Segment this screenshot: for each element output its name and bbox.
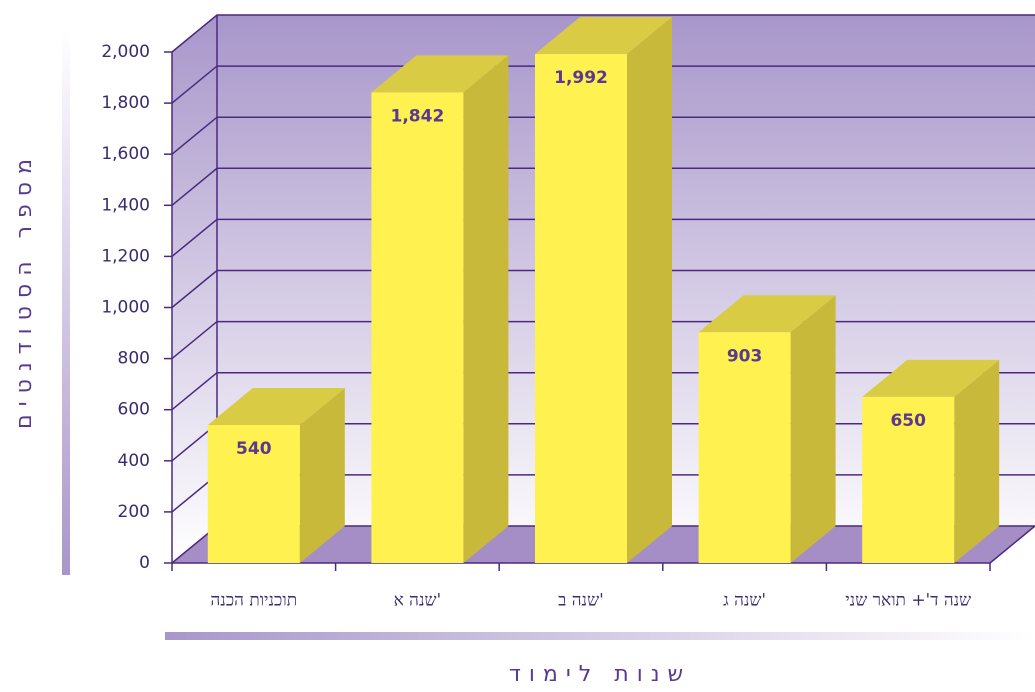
y-tick-label: 400 [118, 451, 150, 471]
y-tick-label: 800 [118, 349, 150, 369]
bar-side [954, 359, 1000, 563]
bar-top [535, 17, 672, 55]
value-label: 650 [890, 411, 926, 431]
bar-top [371, 55, 509, 93]
value-label: 903 [727, 346, 763, 366]
bar-side [299, 388, 345, 563]
decor-bar [62, 30, 70, 575]
bar-top [698, 295, 836, 333]
y-tick-label: 2,000 [101, 42, 150, 62]
bar [207, 425, 300, 563]
bar [535, 54, 627, 563]
y-tick-label: 1,400 [101, 195, 150, 215]
y-tick-label: 1,800 [101, 93, 150, 113]
y-tick-label: 600 [118, 400, 150, 420]
x-tick-label: שנה ד'+ תואר שני [845, 591, 971, 611]
y-axis-label: מספר הסטודנטים [12, 151, 37, 429]
bar-top [862, 359, 1000, 397]
axis-line [989, 525, 1035, 564]
x-tick-label: שנה ג' [723, 591, 766, 611]
y-tick-label: 200 [118, 502, 150, 522]
x-tick-label: תוכניות הכנה [211, 591, 298, 611]
x-tick-label: שנה ב' [558, 591, 604, 611]
y-tick-label: 1,200 [101, 246, 150, 266]
decor-bar [165, 632, 1035, 640]
y-tick-label: 1,600 [101, 144, 150, 164]
value-label: 1,992 [554, 68, 608, 88]
bar-side [627, 17, 672, 563]
x-axis-label: שנות לימוד [509, 662, 691, 687]
bar [862, 396, 955, 563]
bar-side [463, 55, 509, 564]
bar [698, 332, 791, 563]
value-label: 1,842 [391, 106, 445, 126]
y-tick-label: 1,000 [101, 298, 150, 318]
bar-top [207, 388, 345, 426]
value-label: 540 [236, 439, 272, 459]
bar-side [790, 295, 836, 563]
bar [371, 92, 464, 563]
x-tick-label: שנה א' [394, 591, 442, 611]
y-tick-label: 0 [139, 553, 150, 573]
